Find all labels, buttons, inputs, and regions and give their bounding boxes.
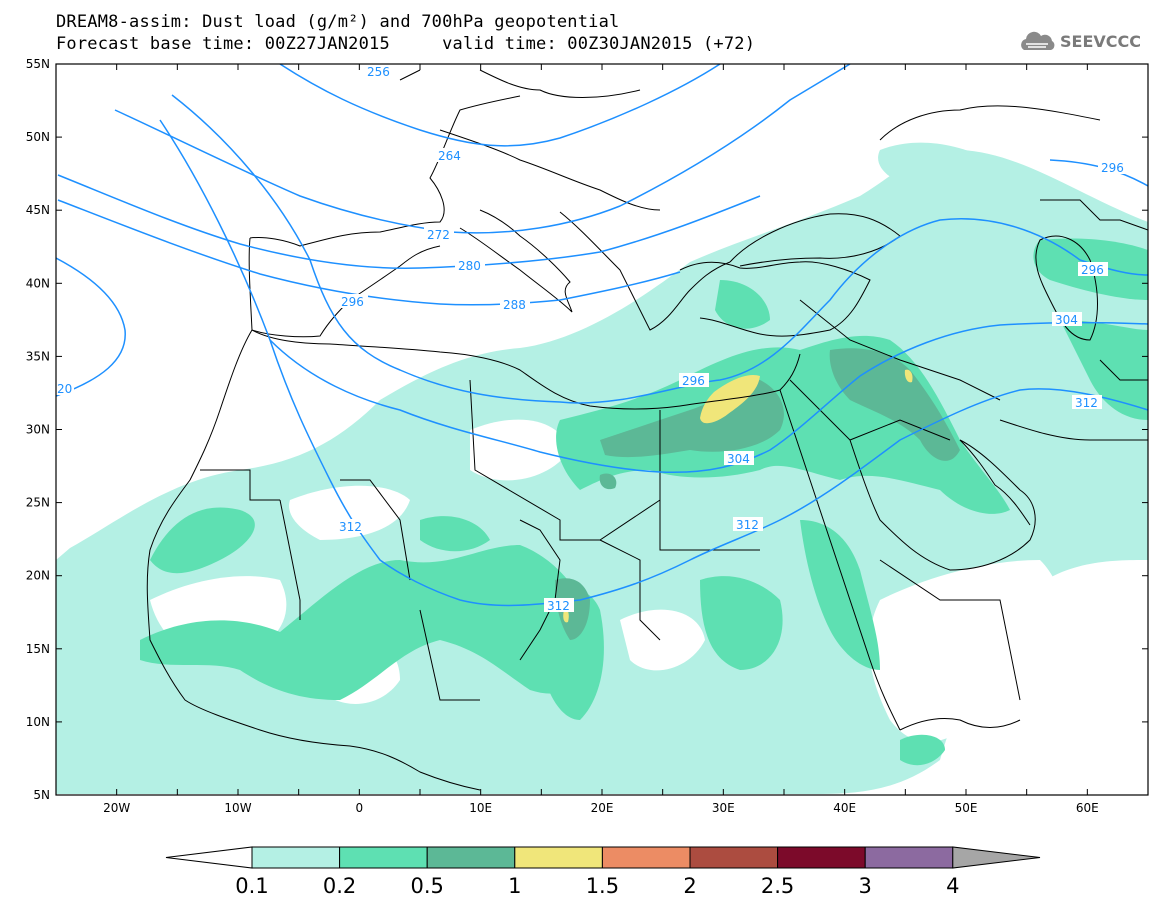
colorbar-box [426, 846, 516, 869]
colorbar-level-label: 2.5 [761, 874, 794, 898]
contour-label: 312 [1072, 395, 1102, 410]
latitude-labels: 55N 50N 45N 40N 35N 30N 25N 20N 15N 10N 5N [26, 57, 50, 802]
colorbar-level-label: 1 [508, 874, 521, 898]
svg-text:272: 272 [427, 228, 450, 242]
lon-label: 0 [356, 801, 364, 815]
lat-label: 20N [26, 569, 50, 583]
contour-label: 312 [336, 519, 366, 534]
seevccc-logo: SEEVCCC [1018, 30, 1141, 52]
lat-label: 30N [26, 423, 50, 437]
coastlines-and-borders [146, 69, 1148, 791]
svg-text:264: 264 [438, 149, 461, 163]
svg-text:296: 296 [1101, 161, 1124, 175]
colorbar-box [601, 846, 691, 869]
colorbar-box [339, 846, 428, 869]
colorbar-over-triangle [952, 846, 1041, 869]
colorbar-box [514, 846, 603, 869]
contour-label: 296 [679, 373, 709, 388]
colorbar-box [251, 846, 341, 869]
lon-label: 60E [1076, 801, 1099, 815]
contour-label: 20 [56, 381, 74, 396]
lon-label: 40E [833, 801, 856, 815]
lat-label: 5N [33, 788, 50, 802]
contour-label: 304 [1052, 312, 1082, 327]
lon-label: 20W [103, 801, 130, 815]
lat-label: 40N [26, 276, 50, 290]
dust-load-shading [56, 142, 1148, 794]
svg-text:280: 280 [458, 259, 481, 273]
svg-text:288: 288 [503, 298, 526, 312]
svg-text:312: 312 [1075, 396, 1098, 410]
map-title-line-2: Forecast base time: 00Z27JAN2015 valid t… [56, 34, 756, 54]
contour-labels: 256 264 272 280 288 296 296 296 304 304 … [56, 64, 1128, 613]
lat-label: 15N [26, 642, 50, 656]
svg-text:296: 296 [682, 374, 705, 388]
lon-label: 50E [955, 801, 978, 815]
colorbar-under-triangle [165, 846, 253, 869]
colorbar-box [689, 846, 779, 869]
lat-label: 25N [26, 496, 50, 510]
contour-label: 296 [1098, 160, 1128, 175]
lon-label: 20E [591, 801, 614, 815]
svg-text:312: 312 [547, 599, 570, 613]
contour-label: 312 [733, 517, 763, 532]
colorbar-box [864, 846, 954, 869]
colorbar-level-label: 0.2 [323, 874, 356, 898]
svg-text:312: 312 [339, 520, 362, 534]
lon-label: 10E [469, 801, 492, 815]
cloud-logo-icon [1021, 31, 1055, 50]
contour-label: 312 [544, 598, 574, 613]
svg-text:296: 296 [1081, 263, 1104, 277]
svg-text:312: 312 [736, 518, 759, 532]
axis-ticks [55, 63, 1149, 796]
colorbar-box [777, 846, 866, 869]
colorbar-level-label: 4 [946, 874, 959, 898]
contour-label: 256 [364, 64, 394, 79]
lon-label: 10W [224, 801, 251, 815]
lon-label: 30E [712, 801, 735, 815]
lat-label: 35N [26, 349, 50, 363]
colorbar-level-label: 2 [683, 874, 696, 898]
contour-label: 304 [724, 451, 754, 466]
colorbar-labels: 0.1 0.2 0.5 1 1.5 2 2.5 3 4 [235, 874, 959, 898]
contour-label: 296 [1078, 262, 1108, 277]
longitude-labels: 20W 10W 0 10E 20E 30E 40E 50E 60E [103, 801, 1099, 815]
lat-label: 10N [26, 715, 50, 729]
svg-text:20: 20 [57, 382, 72, 396]
lat-label: 45N [26, 203, 50, 217]
colorbar-boxes [165, 846, 1041, 869]
lat-label: 50N [26, 130, 50, 144]
lat-label: 55N [26, 57, 50, 71]
colorbar-level-label: 1.5 [586, 874, 619, 898]
colorbar-level-label: 3 [859, 874, 872, 898]
map-title-line-1: DREAM8-assim: Dust load (g/m²) and 700hP… [56, 12, 620, 32]
contour-label: 296 [338, 294, 368, 309]
svg-text:304: 304 [727, 452, 750, 466]
logo-text: SEEVCCC [1060, 31, 1141, 51]
colorbar-level-label: 0.1 [235, 874, 268, 898]
contour-label: 272 [424, 227, 454, 242]
contour-label: 288 [500, 297, 530, 312]
svg-text:296: 296 [341, 295, 364, 309]
contour-label: 280 [455, 258, 485, 273]
colorbar-level-label: 0.5 [410, 874, 443, 898]
contour-label: 264 [435, 148, 465, 163]
svg-text:256: 256 [367, 65, 390, 79]
svg-text:304: 304 [1055, 313, 1078, 327]
